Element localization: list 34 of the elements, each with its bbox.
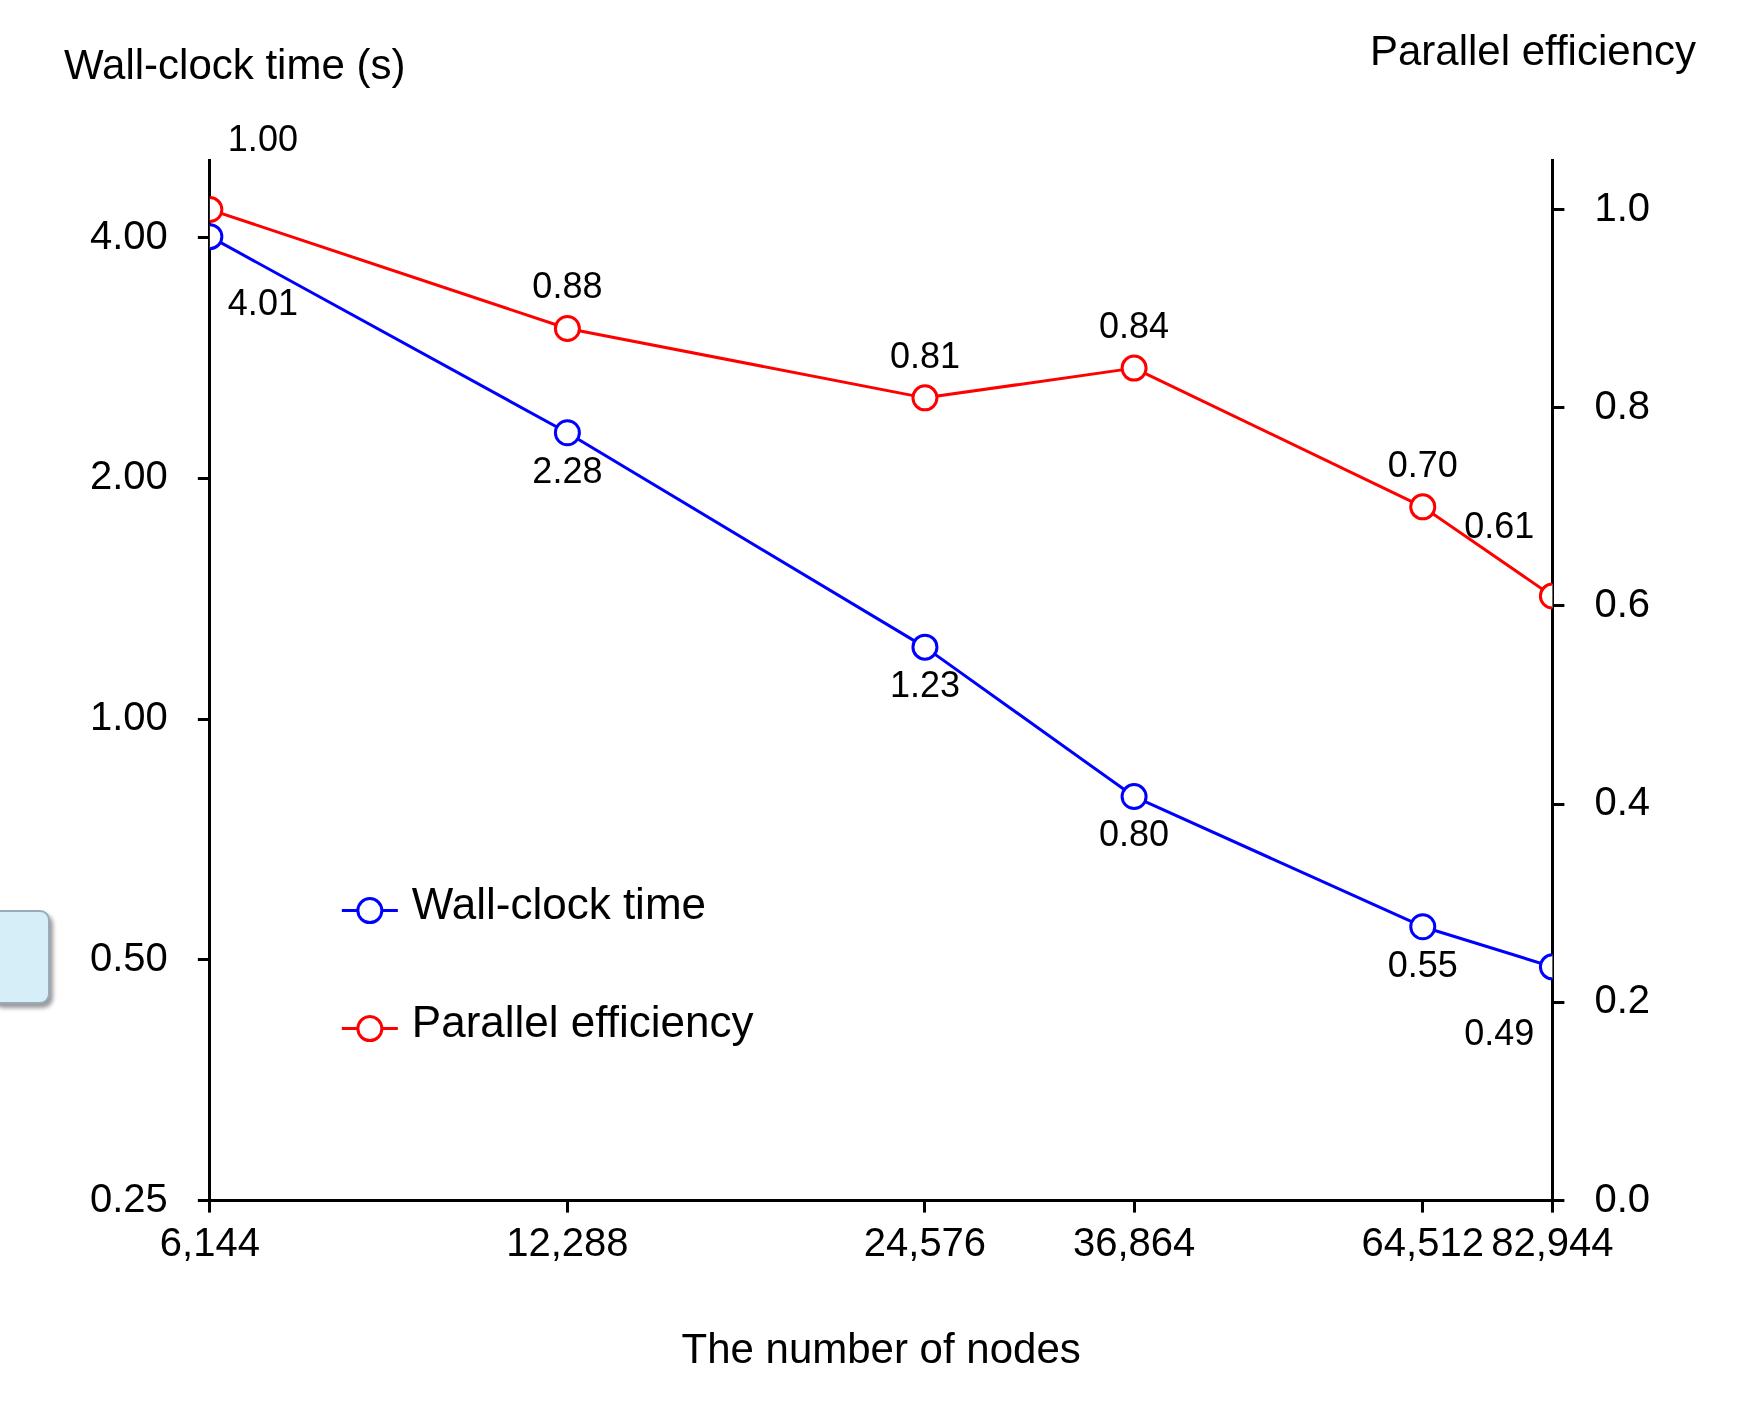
x-tick-label: 6,144 (159, 1219, 260, 1264)
x-tick-label: 64,512 (1361, 1219, 1484, 1264)
y-tick-label: 2.00 (89, 453, 168, 498)
y-tick-label: 1.00 (89, 694, 168, 739)
data-label: 0.84 (1099, 305, 1170, 347)
data-label: 2.28 (532, 449, 603, 491)
y2-tick-label: 0.6 (1594, 581, 1650, 625)
x-tick-label: 24,576 (863, 1219, 987, 1264)
y-tick-label: 0.50 (89, 934, 168, 979)
data-label: 0.70 (1387, 443, 1458, 485)
y2-tick-label: 0.4 (1594, 779, 1650, 824)
data-label: 4.01 (227, 281, 298, 323)
y2-tick-label: 0.2 (1594, 977, 1650, 1022)
x-tick-label: 12,288 (506, 1219, 629, 1264)
legend-label: Wall-clock time (411, 878, 707, 928)
x-tick-label: 36,864 (1072, 1219, 1196, 1264)
data-label: 0.55 (1387, 943, 1458, 985)
y-axis-title: Wall-clock time (s) (64, 40, 406, 88)
data-label: 1.00 (227, 118, 298, 160)
data-label: 0.81 (889, 334, 960, 376)
y2-tick-label: 0.8 (1594, 382, 1650, 427)
y-tick-label: 0.25 (89, 1175, 168, 1220)
y2-tick-label: 1.0 (1594, 184, 1650, 229)
data-label: 0.61 (1464, 504, 1535, 546)
data-label: 0.88 (532, 265, 603, 307)
x-tick-label: 82,944 (1491, 1219, 1614, 1264)
y2-tick-label: 0.0 (1594, 1175, 1650, 1220)
y-tick-label: 4.00 (89, 212, 168, 257)
legend-label: Parallel efficiency (411, 996, 754, 1046)
y2-axis-title: Parallel efficiency (1369, 26, 1696, 74)
data-label: 0.49 (1464, 1011, 1535, 1053)
x-axis-title: The number of nodes (681, 1325, 1081, 1373)
data-label: 1.23 (889, 664, 960, 706)
data-label: 0.80 (1099, 813, 1170, 855)
